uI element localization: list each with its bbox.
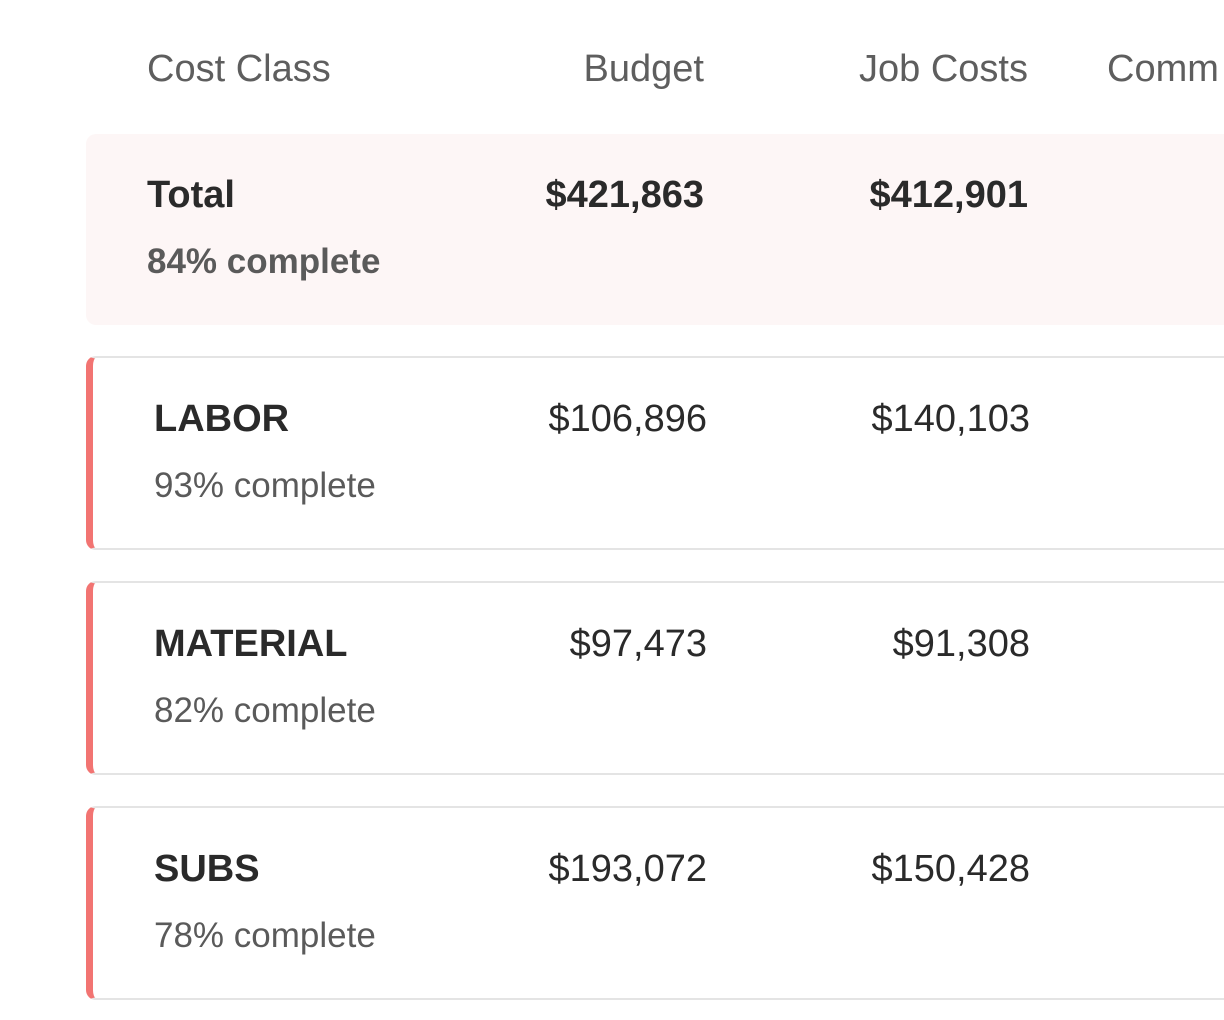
cost-class-row-subs[interactable]: SUBS 78% complete $193,072 $150,428 — [86, 806, 1224, 1000]
column-header-cost-class[interactable]: Cost Class — [147, 48, 331, 90]
cost-class-budget: $106,896 — [548, 398, 708, 440]
cost-class-name: LABOR — [154, 398, 290, 440]
cost-class-budget: $97,473 — [569, 623, 707, 665]
cost-class-row-material[interactable]: MATERIAL 82% complete $97,473 $91,308 — [86, 581, 1224, 775]
cost-class-name: MATERIAL — [154, 623, 348, 665]
cost-class-budget: $193,072 — [548, 848, 708, 890]
total-row: Total 84% complete $421,863 $412,901 — [86, 134, 1224, 325]
cost-class-job-costs: $140,103 — [871, 398, 1031, 440]
cost-class-complete-percent: 93% complete — [154, 466, 376, 505]
cost-class-complete-percent: 82% complete — [154, 691, 376, 730]
total-job-costs: $412,901 — [869, 174, 1029, 216]
column-header-budget[interactable]: Budget — [583, 48, 704, 90]
total-budget: $421,863 — [545, 174, 705, 216]
total-label: Total — [147, 174, 235, 216]
cost-class-job-costs: $91,308 — [892, 623, 1030, 665]
cost-class-name: SUBS — [154, 848, 260, 890]
table-header: Cost Class Budget Job Costs Comm — [0, 0, 1224, 135]
total-complete-percent: 84% complete — [147, 242, 381, 281]
cost-class-row-labor[interactable]: LABOR 93% complete $106,896 $140,103 — [86, 356, 1224, 550]
cost-class-job-costs: $150,428 — [871, 848, 1031, 890]
column-header-committed[interactable]: Comm — [1107, 48, 1219, 90]
column-header-job-costs[interactable]: Job Costs — [859, 48, 1028, 90]
cost-class-complete-percent: 78% complete — [154, 916, 376, 955]
